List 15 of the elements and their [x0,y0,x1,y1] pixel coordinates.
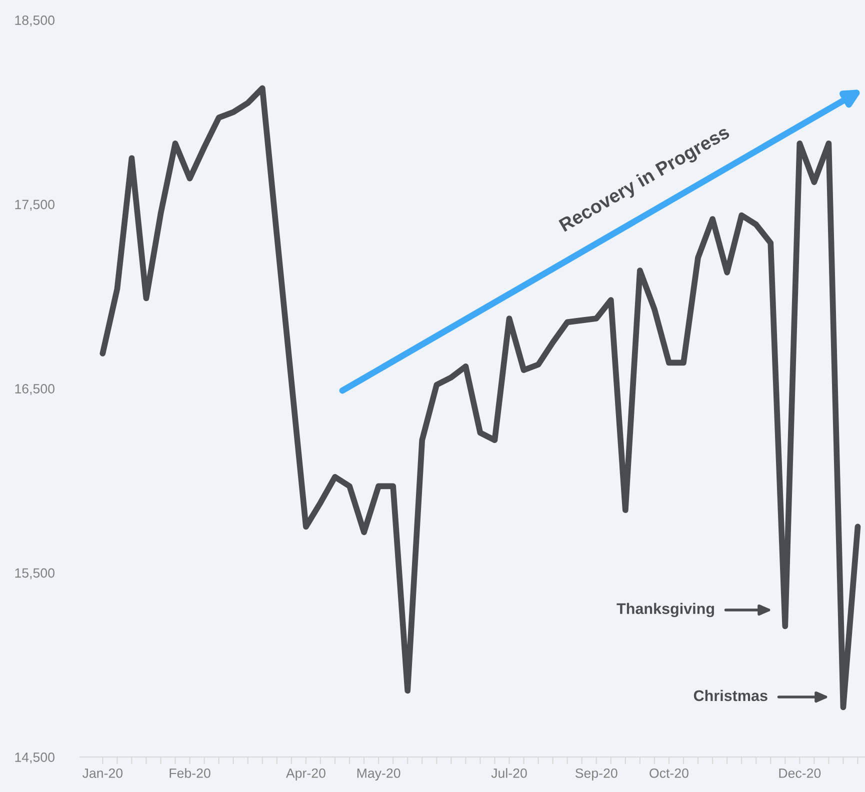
x-tick-label: Feb-20 [170,768,210,778]
x-tick-label: Apr-20 [286,768,326,781]
y-tick-label: 14,500 [15,752,54,764]
annotation: Christmas [694,690,768,702]
annotation: Thanksgiving [616,602,714,618]
x-tick-label: Oct-20 [650,768,688,778]
y-tick-label: 16,500 [15,384,54,396]
x-tick-label: Jul-20 [491,768,527,778]
x-tick-label: Jan-20 [82,768,123,778]
y-tick-label: 17,500 [15,200,54,211]
x-tick-label: Dec-20 [779,768,821,778]
y-tick-label: 18,500 [15,16,54,27]
x-tick-label: May-20 [357,768,400,781]
x-tick-label: Sep-20 [575,768,618,781]
y-tick-label: 15,500 [15,568,54,580]
